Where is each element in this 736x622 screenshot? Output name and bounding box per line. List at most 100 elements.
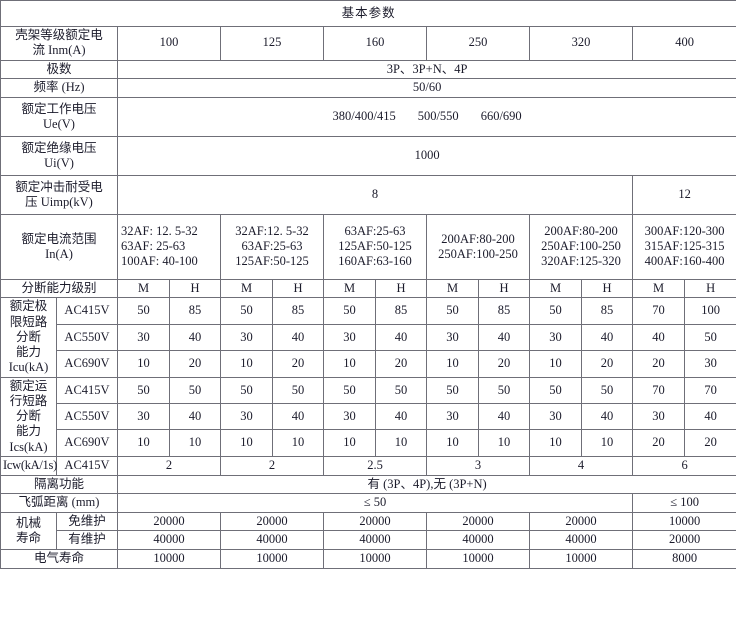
- mech-life-maint-400: 20000: [631, 530, 736, 550]
- icu-row-415: 额定极 限短路 分断 能力 Icu(kA) AC415V 50 85 50 85…: [0, 297, 736, 378]
- icu-415-c2: 85: [169, 297, 221, 325]
- frame-size-250: 250: [426, 26, 530, 61]
- grade-cell-9: M: [529, 278, 582, 299]
- ics-row-415: 额定运 行短路 分断 能力 Ics(kA) AC415V 50 50 50 50…: [0, 376, 736, 457]
- icu-550-c9: 30: [529, 323, 582, 352]
- ics-690-c1: 10: [117, 429, 170, 457]
- grade-cell-12: H: [683, 278, 736, 299]
- ue-values: 380/400/415 500/550 660/690: [116, 96, 736, 137]
- icu-550-c3: 30: [220, 323, 273, 352]
- in-range-320-line-2: 250AF:100-250: [541, 239, 621, 254]
- ics-415-c12: 70: [683, 376, 736, 405]
- icu-550-c11: 40: [632, 323, 685, 352]
- frame-size-125: 125: [220, 26, 324, 61]
- icu-550-c4: 40: [272, 323, 324, 352]
- arc-distance-value-main: ≤ 50: [117, 493, 633, 513]
- uimp-row: 额定冲击耐受电 压 Uimp(kV) 8 12: [0, 174, 736, 215]
- icu-550-c6: 40: [375, 323, 427, 352]
- ics-row-550: AC550V 30 40 30 40 30 40 30 40 30 40 30 …: [1, 403, 736, 431]
- mech-life-row-maintained: 有维护 40000 40000 40000 40000 40000 20000: [1, 530, 736, 550]
- mech-life-free-125: 20000: [220, 511, 324, 532]
- ue-value-2: 500/550: [417, 108, 459, 123]
- ics-690-c5: 10: [323, 429, 376, 457]
- icu-415-c12: 100: [683, 297, 736, 325]
- frame-label-line-1: 壳架等级额定电: [15, 28, 103, 42]
- row-label-ue: 额定工作电压 Ue(V): [0, 96, 118, 137]
- ics-690-c11: 20: [632, 429, 685, 457]
- in-range-label-line-2: In(A): [45, 246, 73, 261]
- icu-550-c2: 40: [169, 323, 221, 352]
- in-range-group-100: 32AF: 12. 5-32 63AF: 25-63 100AF: 40-100: [117, 213, 221, 280]
- elec-life-400: 8000: [631, 549, 736, 569]
- mech-life-maint-250: 40000: [426, 530, 530, 550]
- in-range-group-160: 63AF:25-63 125AF:50-125 160AF:63-160: [323, 213, 427, 280]
- in-range-125-line-3: 125AF:50-125: [235, 254, 309, 269]
- icu-690-c9: 10: [529, 350, 582, 378]
- icw-row: Icw(kA/1s) AC415V 2 2 2.5 3 4 6: [0, 455, 736, 476]
- icu-415-c11: 70: [632, 297, 685, 325]
- frequency-value: 50/60: [116, 78, 736, 98]
- icu-415-c1: 50: [117, 297, 170, 325]
- row-label-frequency: 频率 (Hz): [0, 78, 118, 98]
- frame-size-400: 400: [631, 26, 736, 61]
- ics-690-c9: 10: [529, 429, 582, 457]
- ics-550-c8: 40: [478, 403, 530, 431]
- in-range-160-line-2: 125AF:50-125: [338, 239, 412, 254]
- icu-label-line-2: 限短路: [9, 314, 48, 329]
- basic-parameters-table: 基本参数 壳架等级额定电 流 Inm(A) 100 125 160 250 32…: [0, 0, 736, 569]
- in-range-100-line-1: 32AF: 12. 5-32: [121, 223, 198, 238]
- breaking-grade-row: 分断能力级别 M H M H M H M H M H M H: [0, 278, 736, 299]
- in-range-125-line-1: 32AF:12. 5-32: [235, 223, 309, 238]
- icw-value-125: 2: [220, 455, 324, 476]
- mech-life-maint-125: 40000: [220, 530, 324, 550]
- ics-415-c7: 50: [426, 376, 479, 405]
- row-label-in-range: 额定电流范围 In(A): [0, 213, 118, 280]
- grade-cell-4: H: [272, 278, 324, 299]
- row-label-poles: 极数: [0, 59, 118, 80]
- grade-cell-7: M: [426, 278, 479, 299]
- electrical-life-row: 电气寿命 10000 10000 10000 10000 10000 8000: [0, 549, 736, 569]
- page-title: 基本参数: [0, 0, 736, 27]
- in-range-100-line-2: 63AF: 25-63: [121, 239, 186, 254]
- in-range-125-line-2: 63AF:25-63: [241, 239, 303, 254]
- in-range-400-line-3: 400AF:160-400: [644, 254, 725, 269]
- ics-550-c4: 40: [272, 403, 324, 431]
- icu-690-c1: 10: [117, 350, 170, 378]
- ue-value-1: 380/400/415: [332, 108, 396, 123]
- ics-sublabel-ac415v: AC415V: [56, 376, 118, 405]
- frame-size-320: 320: [529, 26, 633, 61]
- ics-550-c11: 30: [632, 403, 685, 431]
- row-label-ics: 额定运 行短路 分断 能力 Ics(kA): [0, 376, 57, 457]
- ue-value-3: 660/690: [480, 108, 522, 123]
- grade-cell-5: M: [323, 278, 376, 299]
- ics-690-c12: 20: [683, 429, 736, 457]
- in-range-320-line-3: 320AF:125-320: [541, 254, 621, 269]
- icu-690-c2: 20: [169, 350, 221, 378]
- grade-cell-1: M: [117, 278, 170, 299]
- icu-690-c11: 20: [632, 350, 685, 378]
- icu-690-c7: 10: [426, 350, 479, 378]
- mech-life-free-320: 20000: [529, 511, 633, 532]
- icu-690-c10: 20: [581, 350, 633, 378]
- ue-label-line-1: 额定工作电压: [21, 101, 97, 116]
- icu-sublabel-ac550v: AC550V: [56, 323, 118, 352]
- elec-life-250: 10000: [426, 549, 530, 569]
- icu-415-c7: 50: [426, 297, 479, 325]
- ics-sublabel-ac690v: AC690V: [56, 429, 118, 457]
- mech-life-label-line-2: 寿命: [15, 530, 41, 545]
- uimp-label-line-1: 额定冲击耐受电: [15, 179, 103, 194]
- ics-690-c8: 10: [478, 429, 530, 457]
- icu-690-c12: 30: [683, 350, 736, 378]
- ics-415-c5: 50: [323, 376, 376, 405]
- ui-label-line-1: 额定绝缘电压: [21, 140, 97, 155]
- isolation-value: 有 (3P、4P),无 (3P+N): [116, 474, 736, 495]
- grade-cell-10: H: [581, 278, 633, 299]
- icu-550-c8: 40: [478, 323, 530, 352]
- icu-550-c10: 40: [581, 323, 633, 352]
- uimp-label-line-2: 压 Uimp(kV): [25, 194, 93, 209]
- icu-690-c5: 10: [323, 350, 376, 378]
- icu-690-c8: 20: [478, 350, 530, 378]
- icw-value-160: 2.5: [323, 455, 427, 476]
- mech-life-free-160: 20000: [323, 511, 427, 532]
- icu-550-c5: 30: [323, 323, 376, 352]
